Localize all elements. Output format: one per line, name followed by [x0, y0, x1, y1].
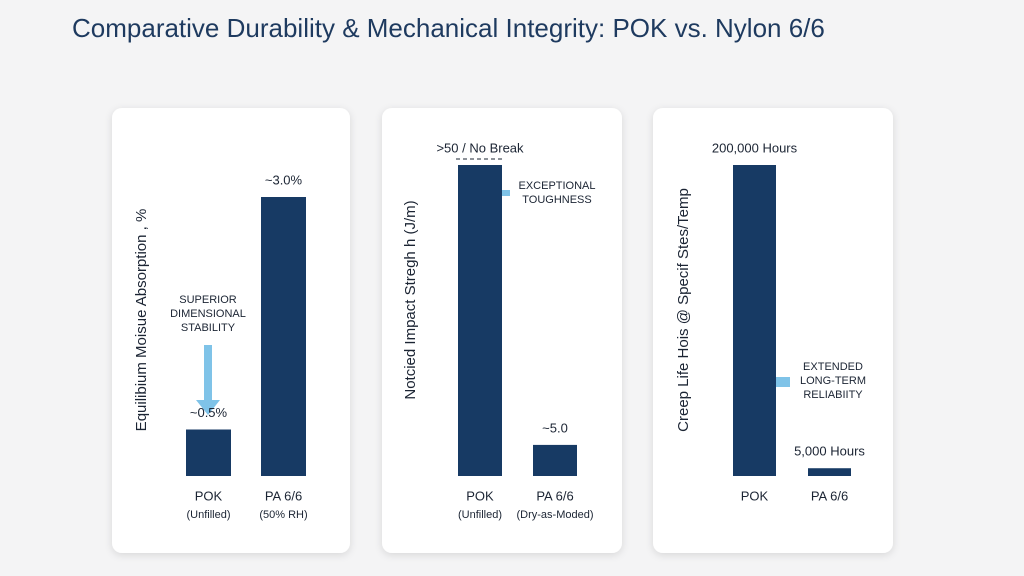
bar — [808, 468, 851, 476]
value-label: ~0.5% — [190, 405, 228, 420]
annotation: TOUGHNESS — [522, 194, 591, 206]
y-axis-title: Notcied Impact Stregh h (J/m) — [402, 200, 419, 399]
annotation: EXCEPTIONAL — [518, 180, 595, 192]
category-sublabel: (50% RH) — [259, 509, 307, 521]
value-label: 200,000 Hours — [712, 140, 798, 155]
bar — [458, 165, 502, 476]
annotation: LONG-TERM — [800, 375, 866, 387]
annotation: RELIABIITY — [803, 389, 863, 401]
value-label: ~5.0 — [542, 420, 568, 435]
annotation-marker — [763, 377, 790, 387]
bar — [733, 165, 776, 476]
bar — [186, 429, 231, 476]
annotation: EXTENDED — [803, 361, 863, 373]
annotation: STABILITY — [181, 322, 236, 334]
bar — [533, 444, 577, 476]
category-label: POK — [466, 488, 494, 503]
category-sublabel: (Unfilled) — [458, 509, 502, 521]
annotation-arrow — [196, 345, 220, 415]
value-label: 5,000 Hours — [794, 444, 865, 459]
page-title: Comparative Durability & Mechanical Inte… — [72, 13, 825, 43]
category-label: POK — [741, 488, 769, 503]
category-label: PA 6/6 — [811, 488, 848, 503]
y-axis-title: Creep Life Hois @ Specif Stes/Temp — [675, 188, 692, 432]
category-label: PA 6/6 — [536, 488, 573, 503]
value-label: ~3.0% — [265, 172, 303, 187]
y-axis-title: Equilibium Moisue Absorption , % — [133, 209, 150, 432]
bar — [261, 197, 306, 476]
value-label: >50 / No Break — [436, 140, 524, 155]
category-sublabel: (Dry-as-Moded) — [516, 509, 593, 521]
category-label: PA 6/6 — [265, 488, 302, 503]
category-label: POK — [195, 488, 223, 503]
category-sublabel: (Unfilled) — [186, 509, 230, 521]
annotation: SUPERIOR — [179, 294, 237, 306]
annotation: DIMENSIONAL — [170, 308, 246, 320]
